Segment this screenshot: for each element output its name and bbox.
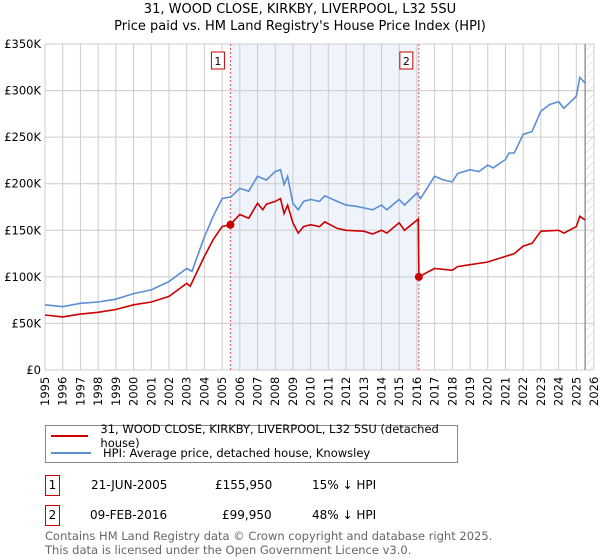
y-tick-label: £0 bbox=[26, 363, 41, 377]
x-tick-label: 2014 bbox=[374, 377, 388, 406]
hpi-line bbox=[44, 75, 586, 308]
y-tick-label: £300K bbox=[4, 84, 41, 98]
x-tick-label: 2026 bbox=[587, 377, 600, 406]
y-tick-label: £350K bbox=[4, 37, 41, 51]
property-price-line bbox=[44, 197, 586, 318]
x-tick-label: 2013 bbox=[357, 377, 371, 406]
y-tick-label: £100K bbox=[4, 270, 41, 284]
x-tick-label: 2016 bbox=[410, 377, 424, 406]
marker-badge bbox=[210, 51, 225, 70]
x-tick-label: 2007 bbox=[251, 377, 265, 406]
x-tick-label: 2022 bbox=[516, 377, 530, 406]
footer-line: This data is licensed under the Open Gov… bbox=[45, 543, 412, 557]
transaction-date: 21-JUN-2005 bbox=[91, 478, 168, 492]
x-tick-label: 2018 bbox=[445, 377, 459, 406]
marker-badge bbox=[399, 51, 414, 70]
x-tick-label: 2008 bbox=[268, 377, 282, 406]
legend-label: HPI: Average price, detached house, Know… bbox=[103, 446, 371, 460]
x-tick-label: 2003 bbox=[180, 377, 194, 406]
x-tick-label: 2019 bbox=[463, 377, 477, 406]
y-tick-label: £200K bbox=[4, 177, 41, 191]
x-tick-label: 1996 bbox=[56, 377, 70, 406]
x-tick-label: 1995 bbox=[38, 377, 52, 406]
x-tick-label: 2004 bbox=[197, 377, 211, 406]
marker-label: 1 bbox=[214, 55, 221, 68]
transaction-hpi: 48% ↓ HPI bbox=[312, 508, 377, 522]
legend-label: 31, WOOD CLOSE, KIRKBY, LIVERPOOL, L32 5… bbox=[100, 422, 439, 450]
shaded-ownership-period bbox=[230, 44, 419, 370]
x-tick-label: 1999 bbox=[109, 377, 123, 406]
y-tick-label: £150K bbox=[4, 223, 41, 237]
sale-point bbox=[226, 220, 235, 229]
transaction-hpi: 15% ↓ HPI bbox=[312, 478, 377, 492]
x-tick-label: 2009 bbox=[286, 377, 300, 406]
sale-point bbox=[414, 272, 423, 281]
y-tick-label: £50K bbox=[12, 316, 42, 330]
transaction-badge: 2 bbox=[45, 505, 60, 526]
x-tick-label: 1998 bbox=[91, 377, 105, 406]
chart-title: 31, WOOD CLOSE, KIRKBY, LIVERPOOL, L32 5… bbox=[143, 2, 457, 17]
x-tick-label: 2024 bbox=[552, 377, 566, 406]
x-tick-label: 2011 bbox=[321, 377, 335, 406]
transaction-price: £99,950 bbox=[222, 508, 272, 522]
legend-swatch-blue bbox=[51, 452, 91, 454]
footer-line: Contains HM Land Registry data © Crown c… bbox=[45, 529, 493, 543]
x-tick-label: 2006 bbox=[233, 377, 247, 406]
forecast-hatch bbox=[585, 44, 594, 370]
transaction-date: 09-FEB-2016 bbox=[90, 508, 168, 522]
x-tick-label: 2002 bbox=[162, 377, 176, 406]
x-tick-label: 2000 bbox=[127, 377, 141, 406]
legend-swatch-red bbox=[51, 435, 89, 437]
x-tick-label: 2001 bbox=[144, 377, 158, 406]
x-tick-label: 2023 bbox=[534, 377, 548, 406]
x-tick-label: 2020 bbox=[481, 377, 495, 406]
x-tick-label: 2012 bbox=[339, 377, 353, 406]
x-tick-label: 2017 bbox=[428, 377, 442, 406]
x-tick-label: 2015 bbox=[392, 377, 406, 406]
x-tick-label: 2025 bbox=[569, 377, 583, 406]
x-tick-label: 2021 bbox=[498, 377, 512, 406]
legend-item-property: 31, WOOD CLOSE, KIRKBY, LIVERPOOL, L32 5… bbox=[46, 422, 457, 450]
marker-label: 2 bbox=[403, 55, 410, 68]
x-tick-label: 2010 bbox=[304, 377, 318, 406]
legend: 31, WOOD CLOSE, KIRKBY, LIVERPOOL, L32 5… bbox=[45, 422, 458, 463]
price-chart: 1995 1996 1997 1998 1999 2000 2001 2002 2003 2004… bbox=[4, 37, 600, 406]
chart-subtitle: Price paid vs. HM Land Registry's House … bbox=[114, 19, 486, 34]
x-tick-label: 1997 bbox=[73, 377, 87, 406]
footer: Contains HM Land Registry data © Crown c… bbox=[45, 529, 492, 557]
transaction-badge: 1 bbox=[45, 475, 60, 496]
transaction-price: £155,950 bbox=[215, 478, 273, 492]
x-tick-label: 2005 bbox=[215, 377, 229, 406]
y-tick-label: £250K bbox=[4, 130, 41, 144]
legend-item-hpi: HPI: Average price, detached house, Know… bbox=[46, 445, 370, 461]
